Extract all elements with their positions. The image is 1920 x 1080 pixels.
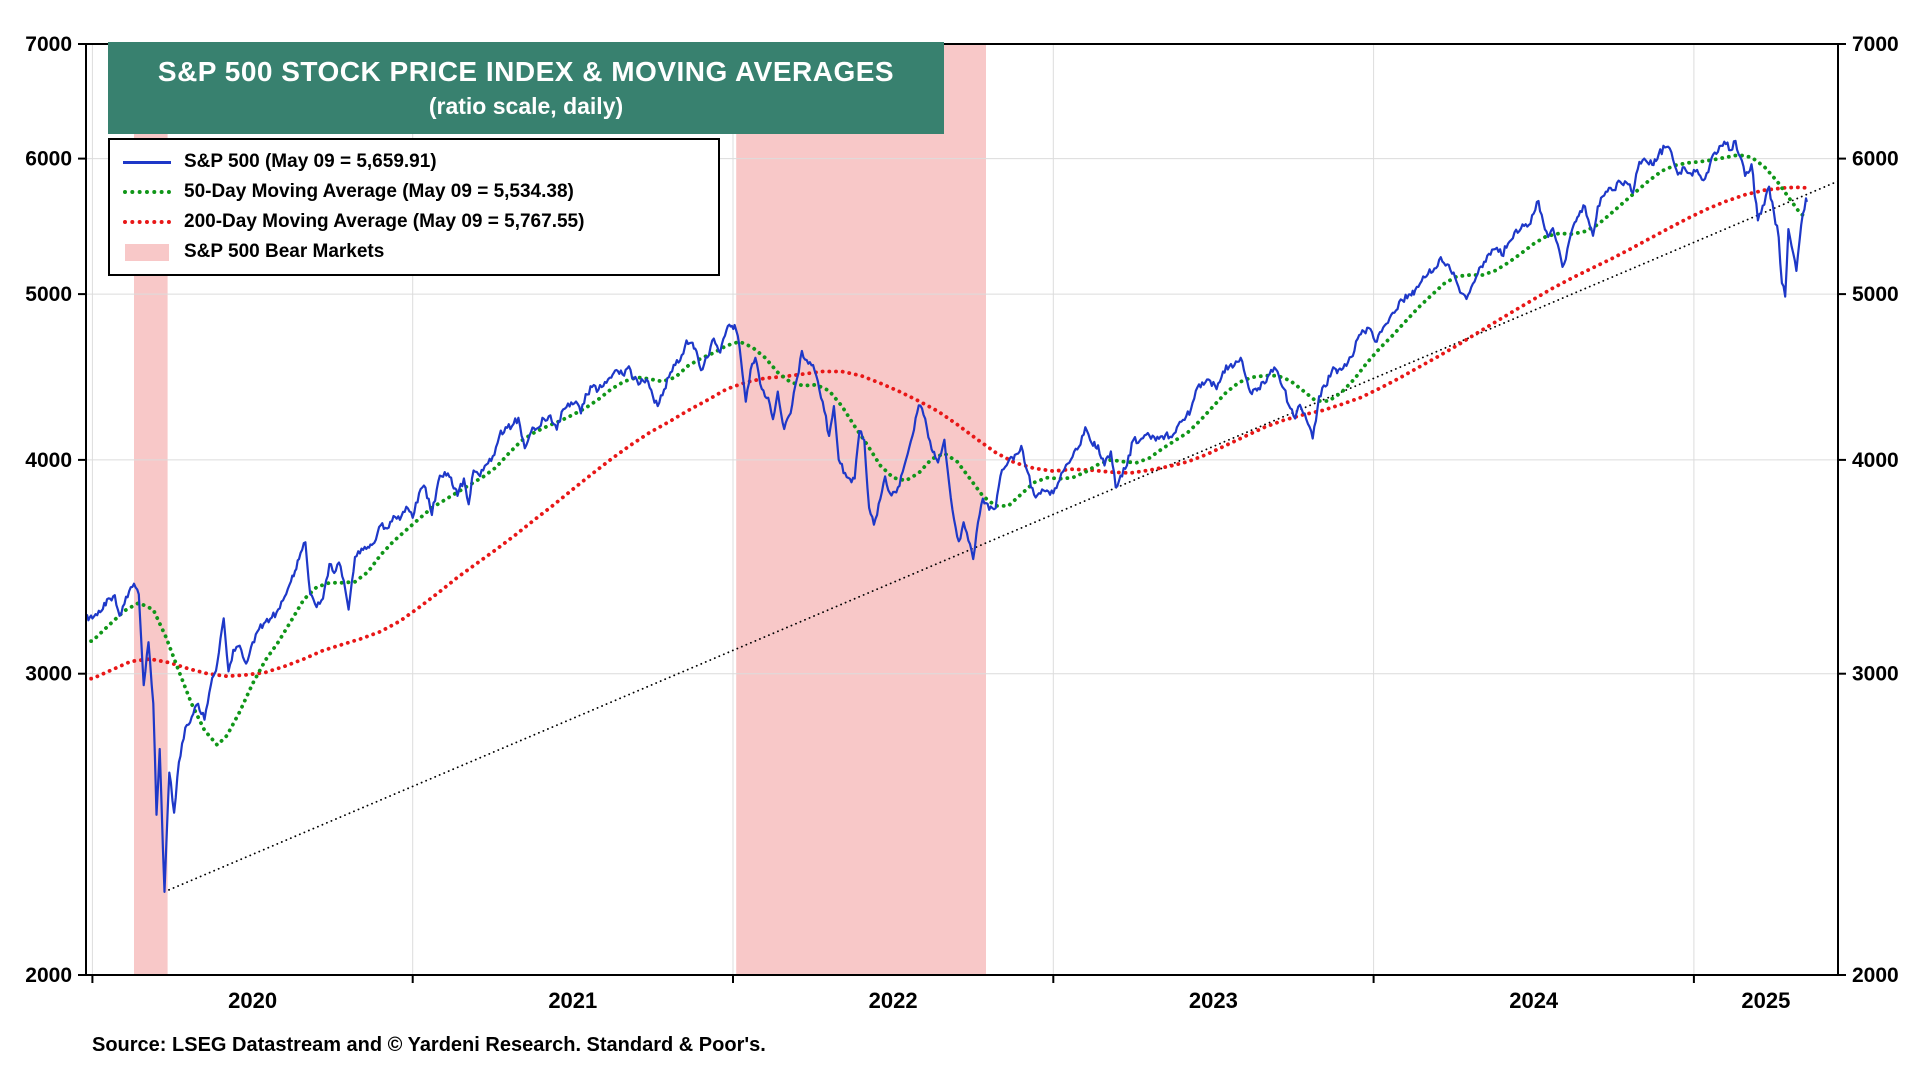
bear-market-swatch-icon [122, 243, 172, 261]
y-axis-label-left: 6000 [25, 148, 72, 171]
x-axis-label: 2023 [1189, 988, 1238, 1013]
chart-subtitle: (ratio scale, daily) [428, 93, 624, 119]
source-attribution: Source: LSEG Datastream and © Yardeni Re… [92, 1034, 766, 1056]
x-axis-label: 2021 [548, 988, 597, 1013]
y-axis-label-right: 2000 [1852, 964, 1899, 987]
sp500-line [86, 139, 1808, 893]
chart-legend: S&P 500 (May 09 = 5,659.91) 50-Day Movin… [108, 138, 720, 276]
ma200-line-swatch-icon [122, 220, 172, 224]
legend-label-bear-markets: S&P 500 Bear Markets [184, 241, 385, 262]
x-axis-label: 2025 [1741, 988, 1790, 1013]
y-axis-label-right: 5000 [1852, 283, 1899, 306]
y-axis-label-left: 2000 [25, 964, 72, 987]
y-axis-label-right: 3000 [1852, 663, 1899, 686]
y-axis-label-left: 7000 [25, 33, 72, 56]
x-axis-label: 2024 [1509, 988, 1559, 1013]
y-axis-label-right: 6000 [1852, 148, 1899, 171]
legend-item-ma200: 200-Day Moving Average (May 09 = 5,767.5… [122, 209, 706, 235]
ma50-line-swatch-icon [122, 190, 172, 194]
plot-frame [85, 43, 1839, 976]
x-axis-label: 2022 [869, 988, 918, 1013]
legend-label-ma50: 50-Day Moving Average (May 09 = 5,534.38… [184, 181, 574, 202]
bear-market-band [736, 44, 986, 975]
y-axis-label-right: 7000 [1852, 33, 1899, 56]
legend-item-bear-markets: S&P 500 Bear Markets [122, 239, 706, 265]
y-axis-label-left: 3000 [25, 663, 72, 686]
trend-line [163, 180, 1838, 893]
legend-item-sp500: S&P 500 (May 09 = 5,659.91) [122, 149, 706, 175]
y-axis-label-right: 4000 [1852, 449, 1899, 472]
y-axis-label-left: 5000 [25, 283, 72, 306]
sp500-line-swatch-icon [122, 160, 172, 164]
legend-label-ma200: 200-Day Moving Average (May 09 = 5,767.5… [184, 211, 585, 232]
legend-label-sp500: S&P 500 (May 09 = 5,659.91) [184, 151, 437, 172]
legend-item-ma50: 50-Day Moving Average (May 09 = 5,534.38… [122, 179, 706, 205]
x-axis-label: 2020 [228, 988, 277, 1013]
chart-title-box: S&P 500 STOCK PRICE INDEX & MOVING AVERA… [108, 42, 944, 134]
chart-title: S&P 500 STOCK PRICE INDEX & MOVING AVERA… [157, 56, 895, 87]
ma50-line [86, 152, 1809, 748]
ma200-line [86, 185, 1809, 681]
y-axis-label-left: 4000 [25, 449, 72, 472]
